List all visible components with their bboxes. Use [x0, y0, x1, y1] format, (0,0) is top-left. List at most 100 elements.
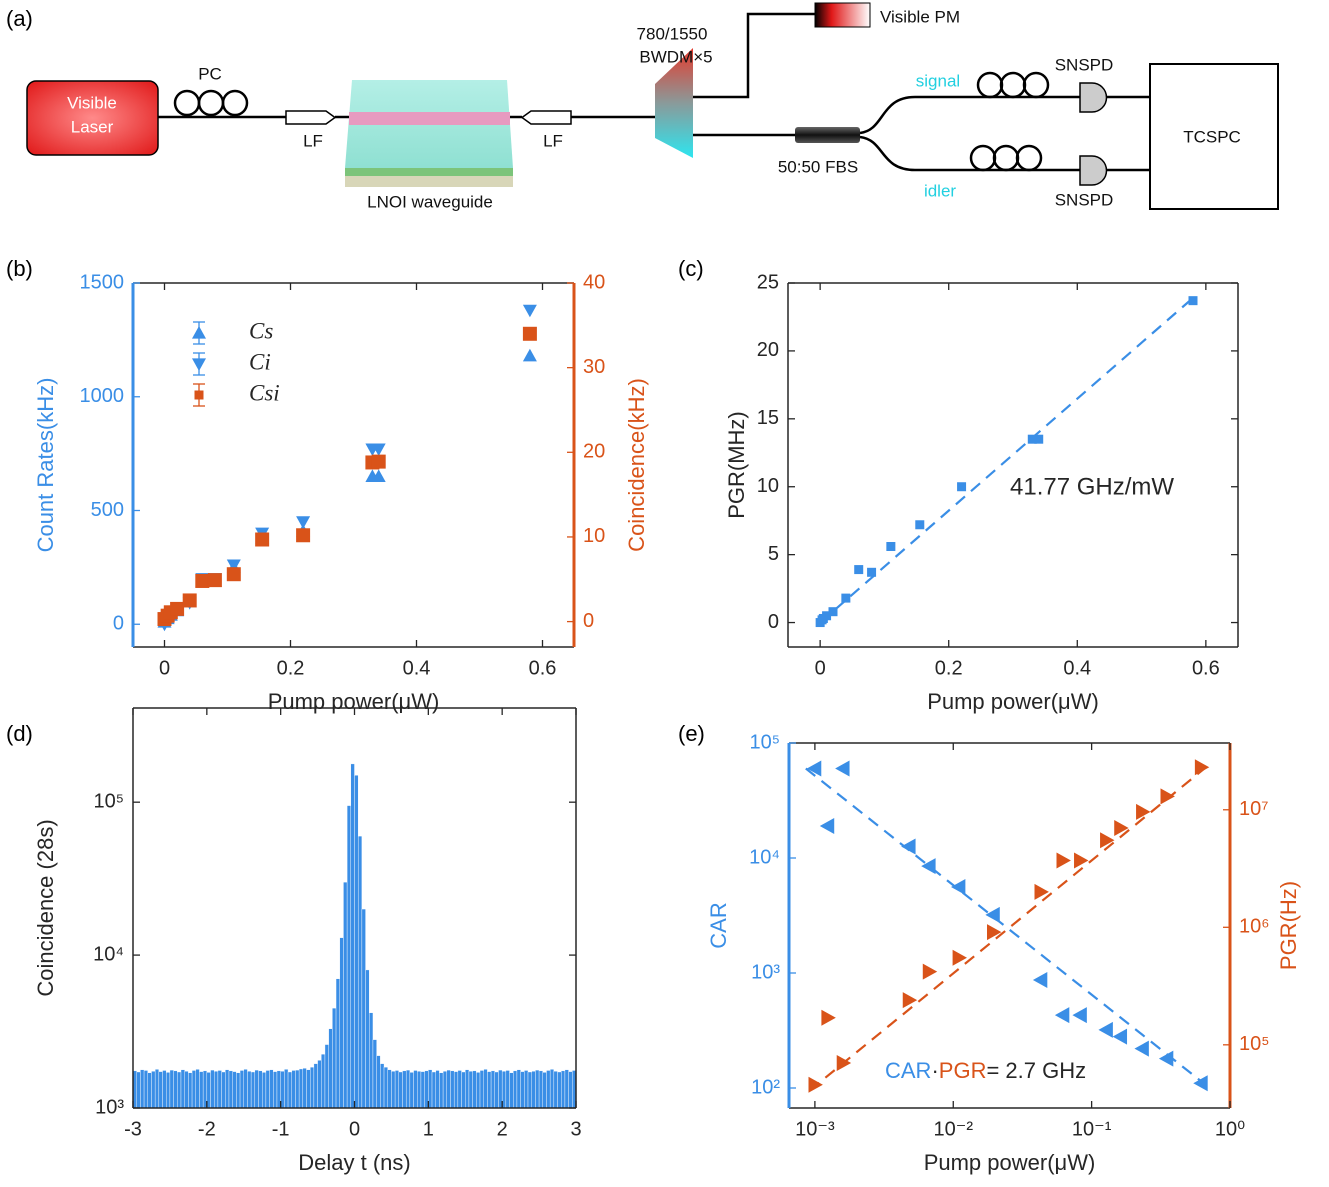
label: idler: [924, 181, 956, 200]
label: Visible PM: [880, 7, 960, 26]
x-tick-label: -2: [198, 1118, 216, 1140]
bwdm: [655, 48, 693, 158]
histogram-bar: [339, 937, 344, 1109]
setup-diagram: [26, 2, 1279, 210]
y-axis-label: PGR(MHz): [724, 411, 749, 519]
data-point: [1056, 852, 1071, 869]
label: 780/1550: [637, 24, 708, 43]
x-axis-label: Pump power(μW): [927, 689, 1099, 714]
label: Laser: [71, 117, 114, 136]
histogram-bar: [398, 1071, 403, 1109]
x-tick-label: 10⁻²: [934, 1118, 974, 1140]
histogram-bar: [262, 1072, 267, 1109]
histogram-bar: [490, 1070, 495, 1109]
fiber-loop: [999, 71, 1027, 99]
histogram-bar: [180, 1069, 185, 1109]
histogram-bar: [417, 1071, 422, 1109]
histogram-bar: [177, 1071, 182, 1109]
fit-line: [805, 767, 1207, 1086]
annotation-part: = 2.7 GHz: [986, 1058, 1086, 1083]
data-point: [1194, 759, 1210, 776]
histogram-bar: [298, 1068, 304, 1109]
histogram-bar: [265, 1070, 270, 1109]
y-tick-label: 20: [757, 339, 779, 361]
histogram-bar: [413, 1070, 418, 1109]
annotation: 41.77 GHz/mW: [1010, 473, 1174, 500]
histogram-bar: [228, 1070, 233, 1109]
histogram-bar: [335, 978, 340, 1109]
legend-label: Ci: [249, 349, 271, 374]
histogram-bar: [405, 1069, 411, 1109]
x-tick-label: -3: [124, 1118, 142, 1140]
histogram-bar: [191, 1070, 196, 1109]
histogram-bar: [306, 1069, 311, 1109]
waveguide-core: [349, 112, 510, 125]
histogram-bar: [232, 1071, 237, 1109]
histogram-bar: [143, 1070, 148, 1109]
histogram-bar: [561, 1070, 566, 1109]
x-tick-label: -1: [272, 1118, 290, 1140]
histogram-bar: [269, 1069, 274, 1109]
histogram-bar: [287, 1071, 292, 1109]
data-point: [296, 528, 311, 543]
histogram-bar: [468, 1071, 473, 1109]
data-point: [1072, 1007, 1087, 1024]
y-tick-label: 10³: [751, 961, 780, 983]
histogram-bar: [513, 1070, 518, 1109]
y-tick-label: 5: [768, 543, 779, 565]
data-point: [1160, 788, 1175, 805]
y2-axis-label: Coincidence(kHz): [624, 378, 649, 552]
data-point: [952, 949, 967, 966]
histogram-bar: [184, 1071, 189, 1109]
y-tick-label: 10⁴: [93, 943, 124, 965]
data-point: [1098, 1021, 1113, 1038]
x-tick-label: 0.4: [403, 657, 431, 679]
data-point: [255, 532, 270, 547]
y-tick-label: 10: [757, 475, 779, 497]
data-point: [522, 348, 537, 362]
x-axis-label: Pump power(μW): [268, 689, 440, 714]
histogram-bar: [188, 1072, 193, 1109]
histogram-bar: [258, 1070, 263, 1109]
y-tick-label: 15: [757, 407, 779, 429]
data-point: [922, 963, 938, 980]
data-point: [835, 760, 850, 777]
label: 50:50 FBS: [778, 157, 858, 176]
annotation-part: PGR: [939, 1058, 987, 1083]
panel-label: (e): [678, 721, 705, 746]
histogram-bar: [446, 1069, 451, 1109]
y2-tick-label: 20: [583, 441, 605, 463]
y-tick-label: 10⁵: [93, 790, 124, 812]
fiber-loop: [1022, 71, 1050, 99]
legend-marker: [194, 390, 204, 400]
histogram-bar: [295, 1069, 300, 1109]
label: LF: [303, 131, 323, 150]
histogram-bar: [154, 1069, 160, 1109]
histogram-bar: [402, 1070, 407, 1109]
histogram-bar: [162, 1070, 167, 1109]
data-point: [854, 565, 864, 575]
histogram-bar: [254, 1069, 259, 1109]
histogram-bar: [158, 1071, 163, 1109]
data-point: [957, 482, 967, 492]
data-point: [1100, 832, 1115, 849]
x-tick-label: 10⁻¹: [1072, 1118, 1112, 1140]
y2-tick-label: 10⁵: [1239, 1033, 1270, 1055]
histogram-bar: [361, 908, 366, 1109]
histogram-bar: [332, 1007, 337, 1109]
histogram-bar: [199, 1071, 204, 1109]
annotation-part: ·: [931, 1058, 938, 1083]
x-tick-label: 0: [815, 657, 826, 679]
data-point: [1074, 852, 1089, 869]
substrate: [345, 176, 513, 187]
histogram-bar: [420, 1071, 425, 1109]
histogram-bar: [365, 969, 370, 1109]
histogram-bar: [542, 1072, 547, 1109]
fiber-loop: [1015, 144, 1043, 172]
fiber-loop: [969, 144, 997, 172]
histogram-bar: [476, 1072, 481, 1109]
y-tick-label: 500: [91, 499, 124, 521]
fiber-loop: [976, 71, 1004, 99]
histogram-bar: [479, 1070, 484, 1109]
